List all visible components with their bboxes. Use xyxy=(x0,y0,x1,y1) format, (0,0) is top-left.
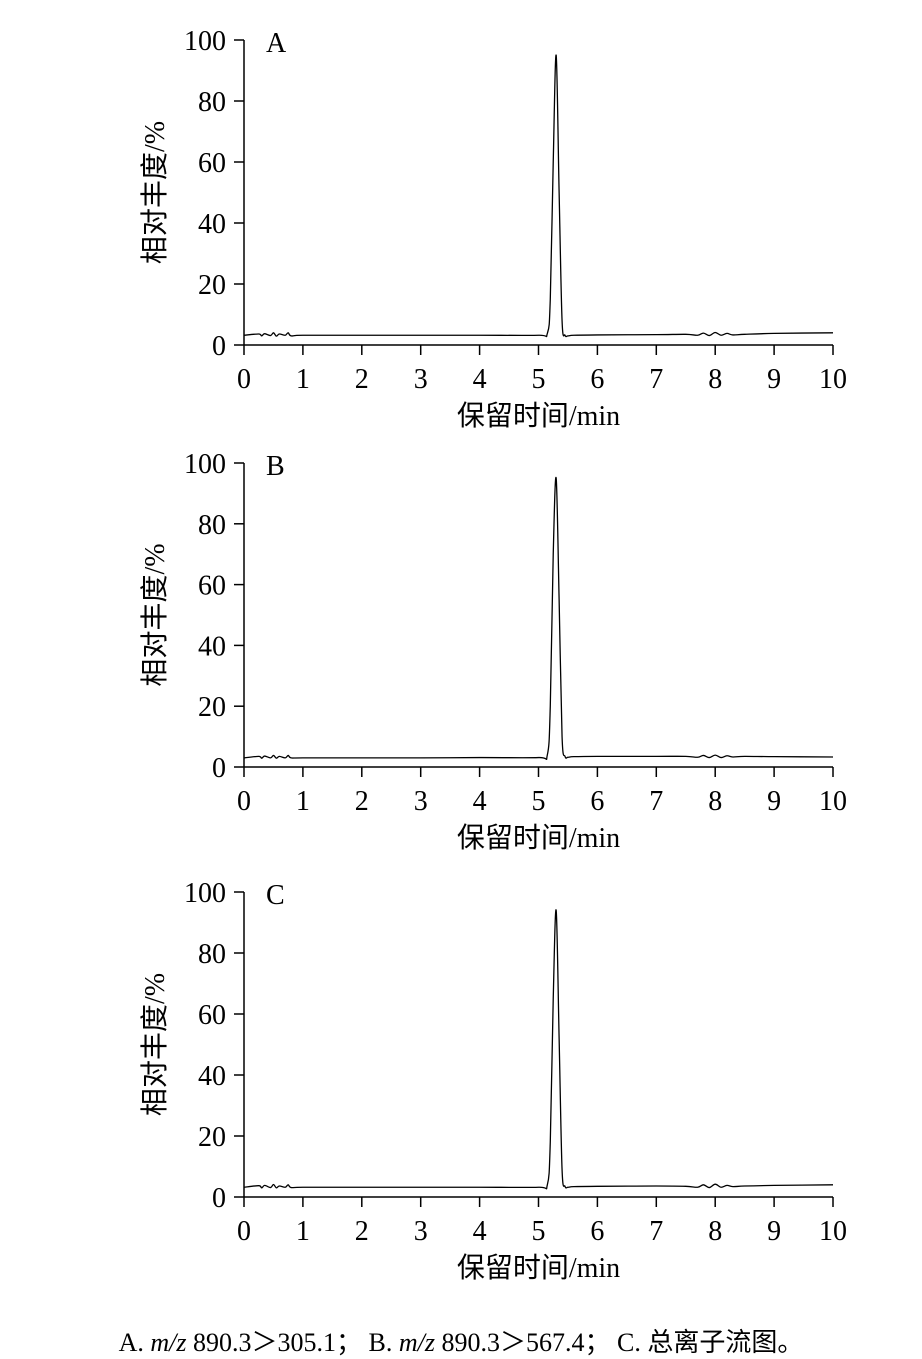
y-tick-label: 100 xyxy=(184,449,226,480)
caption-a-prefix: A. xyxy=(118,1328,151,1357)
x-axis-label: 保留时间/min xyxy=(457,400,620,432)
x-tick-label: 1 xyxy=(296,1216,310,1247)
panel-b: 0 20 40 60 80 100 0 1 2 3 4 5 6 7 8 9 10 保留时间/min 相对丰度/% B xyxy=(139,449,847,854)
y-axis-label: 相对丰度/% xyxy=(139,973,171,1116)
x-tick-label: 5 xyxy=(532,786,546,817)
y-tick-label: 80 xyxy=(198,939,226,970)
x-tick-label: 1 xyxy=(296,364,310,395)
x-tick-label: 0 xyxy=(237,1216,251,1247)
x-tick-label: 9 xyxy=(767,1216,781,1247)
x-tick-label: 8 xyxy=(708,364,722,395)
chromatogram-trace xyxy=(243,54,834,338)
panel-a: 0 20 40 60 80 100 0 1 2 3 4 5 6 7 8 9 10 保留时间/min 相对丰度/% A xyxy=(139,26,847,432)
x-tick-label: 9 xyxy=(767,364,781,395)
y-tick-label: 60 xyxy=(198,148,226,179)
x-tick-label: 7 xyxy=(649,1216,663,1247)
x-tick-label: 4 xyxy=(473,364,487,395)
x-tick-label: 6 xyxy=(590,786,604,817)
x-tick-label: 8 xyxy=(708,1216,722,1247)
x-tick-label: 0 xyxy=(237,364,251,395)
figure-caption: A. m/z 890.3＞305.1； B. m/z 890.3＞567.4； … xyxy=(0,1322,922,1359)
x-tick-label: 5 xyxy=(532,364,546,395)
x-tick-label: 10 xyxy=(819,786,847,817)
y-tick-label: 80 xyxy=(198,510,226,541)
y-tick-label: 100 xyxy=(184,878,226,909)
y-tick-label: 0 xyxy=(212,753,226,784)
x-tick-label: 10 xyxy=(819,364,847,395)
caption-a-rest: 890.3＞305.1； xyxy=(186,1328,363,1357)
x-tick-label: 4 xyxy=(473,1216,487,1247)
caption-b-prefix: B. xyxy=(362,1328,399,1357)
panel-label: C xyxy=(266,880,285,911)
caption-b-rest: 890.3＞567.4； xyxy=(435,1328,611,1357)
x-tick-label: 4 xyxy=(473,786,487,817)
x-tick-label: 6 xyxy=(590,364,604,395)
x-tick-label: 6 xyxy=(590,1216,604,1247)
y-tick-label: 20 xyxy=(198,692,226,723)
x-tick-label: 2 xyxy=(355,1216,369,1247)
y-tick-label: 80 xyxy=(198,87,226,118)
x-tick-label: 3 xyxy=(414,364,428,395)
chromatogram-trace xyxy=(243,476,834,760)
y-tick-label: 60 xyxy=(198,1000,226,1031)
x-tick-label: 3 xyxy=(414,786,428,817)
y-tick-label: 60 xyxy=(198,571,226,602)
panel-label: A xyxy=(266,28,287,59)
y-tick-label: 40 xyxy=(198,631,226,662)
x-axis-label: 保留时间/min xyxy=(457,1252,620,1284)
caption-b-mz: m/z xyxy=(398,1328,436,1357)
y-axis-label: 相对丰度/% xyxy=(139,121,171,264)
y-tick-label: 20 xyxy=(198,270,226,301)
x-tick-label: 7 xyxy=(649,364,663,395)
x-tick-label: 7 xyxy=(649,786,663,817)
x-tick-label: 5 xyxy=(532,1216,546,1247)
y-tick-label: 40 xyxy=(198,1061,226,1092)
x-tick-label: 2 xyxy=(355,364,369,395)
x-tick-label: 2 xyxy=(355,786,369,817)
panel-label: B xyxy=(266,451,285,482)
x-tick-label: 10 xyxy=(819,1216,847,1247)
y-tick-label: 0 xyxy=(212,1183,226,1214)
x-tick-label: 8 xyxy=(708,786,722,817)
y-tick-label: 20 xyxy=(198,1122,226,1153)
y-tick-label: 40 xyxy=(198,209,226,240)
x-axis-label: 保留时间/min xyxy=(457,822,620,854)
x-tick-label: 1 xyxy=(296,786,310,817)
y-tick-label: 0 xyxy=(212,331,226,362)
chromatogram-trace xyxy=(243,909,834,1190)
x-tick-label: 0 xyxy=(237,786,251,817)
y-axis-label: 相对丰度/% xyxy=(139,543,171,686)
caption-c-text: C. 总离子流图。 xyxy=(610,1328,804,1357)
panel-c: 0 20 40 60 80 100 0 1 2 3 4 5 6 7 8 9 10 保留时间/min 相对丰度/% C xyxy=(139,878,847,1284)
x-tick-label: 3 xyxy=(414,1216,428,1247)
x-tick-label: 9 xyxy=(767,786,781,817)
caption-a-mz: m/z xyxy=(150,1328,187,1357)
y-tick-label: 100 xyxy=(184,26,226,57)
